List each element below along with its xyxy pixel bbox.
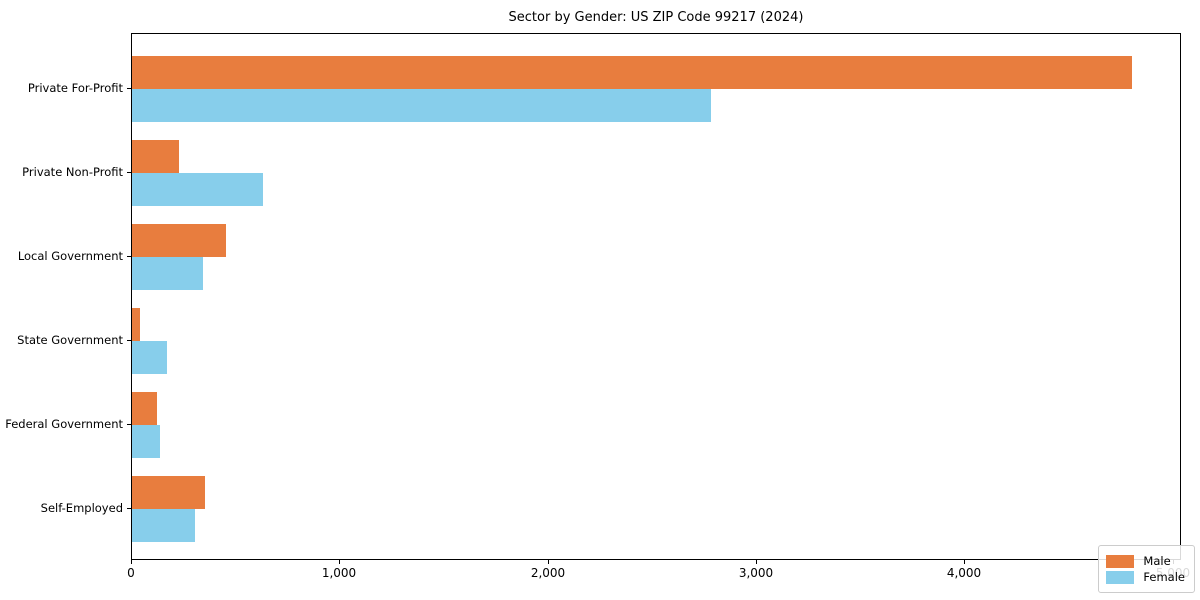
y-tick-mark	[127, 508, 131, 509]
chart-title: Sector by Gender: US ZIP Code 99217 (202…	[508, 10, 804, 25]
y-tick-mark	[127, 256, 131, 257]
x-tick-label: 2,000	[530, 566, 566, 580]
x-tick-mark	[548, 560, 549, 564]
bar-male-private-for-profit	[132, 56, 1132, 89]
y-tick-label: Local Government	[17, 249, 123, 263]
x-tick-mark	[964, 560, 965, 564]
legend: Male Female	[1098, 545, 1195, 593]
y-tick-label: Self-Employed	[40, 501, 123, 515]
x-tick-label: 4,000	[946, 566, 982, 580]
plot-area	[131, 33, 1181, 560]
y-tick-label: Private Non-Profit	[22, 165, 123, 179]
legend-swatch-icon	[1106, 570, 1135, 584]
legend-entry-female: Female	[1106, 570, 1185, 584]
bar-male-private-non-profit	[132, 140, 179, 173]
legend-entry-male: Male	[1106, 554, 1185, 568]
bar-male-self-employed	[132, 476, 205, 509]
legend-label: Male	[1143, 554, 1171, 568]
y-tick-mark	[127, 88, 131, 89]
y-tick-label: Private For-Profit	[27, 81, 123, 95]
x-tick-mark	[131, 560, 132, 564]
bar-male-federal-government	[132, 392, 157, 425]
x-tick-label: 1,000	[321, 566, 357, 580]
bar-female-state-government	[132, 341, 167, 374]
bar-male-state-government	[132, 308, 140, 341]
bar-female-private-for-profit	[132, 89, 711, 122]
bar-female-federal-government	[132, 425, 160, 458]
bar-female-local-government	[132, 257, 203, 290]
bar-female-self-employed	[132, 509, 195, 542]
x-tick-mark	[339, 560, 340, 564]
y-tick-label: State Government	[17, 333, 123, 347]
y-tick-mark	[127, 424, 131, 425]
y-tick-label: Federal Government	[5, 417, 123, 431]
bar-female-private-non-profit	[132, 173, 263, 206]
x-tick-mark	[756, 560, 757, 564]
y-tick-mark	[127, 340, 131, 341]
y-tick-mark	[127, 172, 131, 173]
x-tick-label: 3,000	[738, 566, 774, 580]
x-tick-label: 0	[127, 566, 135, 580]
legend-swatch-icon	[1106, 554, 1135, 568]
bar-male-local-government	[132, 224, 226, 257]
legend-label: Female	[1143, 570, 1185, 584]
